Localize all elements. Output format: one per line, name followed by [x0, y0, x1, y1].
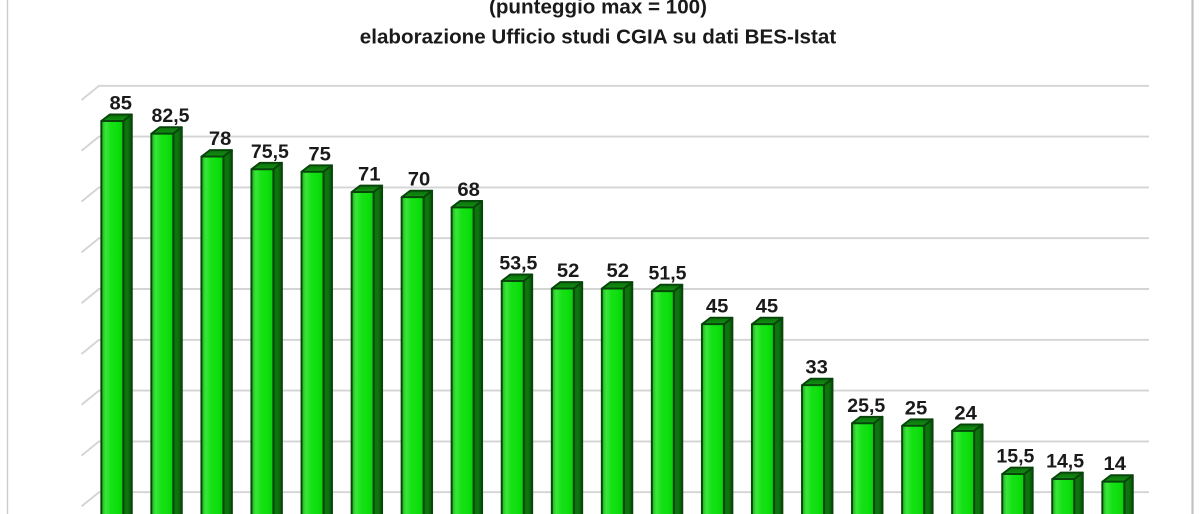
svg-text:82,5: 82,5: [152, 106, 190, 127]
svg-text:70: 70: [408, 170, 431, 191]
svg-text:(punteggio max = 100): (punteggio max = 100): [489, 0, 707, 19]
svg-text:52: 52: [557, 261, 580, 282]
svg-text:68: 68: [457, 180, 480, 201]
svg-text:25: 25: [905, 398, 928, 419]
svg-text:85: 85: [110, 94, 133, 115]
svg-text:25,5: 25,5: [847, 396, 885, 417]
svg-text:53,5: 53,5: [499, 254, 537, 275]
svg-text:45: 45: [706, 297, 729, 318]
svg-text:14: 14: [1104, 454, 1127, 475]
svg-text:75,5: 75,5: [251, 142, 289, 163]
svg-text:33: 33: [805, 358, 828, 379]
svg-text:52: 52: [607, 261, 630, 282]
svg-text:14,5: 14,5: [1046, 452, 1084, 473]
svg-text:45: 45: [756, 297, 779, 318]
svg-text:78: 78: [209, 129, 232, 150]
svg-text:15,5: 15,5: [996, 447, 1034, 468]
svg-text:51,5: 51,5: [649, 264, 687, 285]
svg-text:71: 71: [358, 165, 381, 186]
svg-text:elaborazione Ufficio studi CGI: elaborazione Ufficio studi CGIA su dati …: [360, 25, 837, 48]
svg-text:24: 24: [954, 403, 977, 424]
svg-text:75: 75: [308, 144, 331, 165]
